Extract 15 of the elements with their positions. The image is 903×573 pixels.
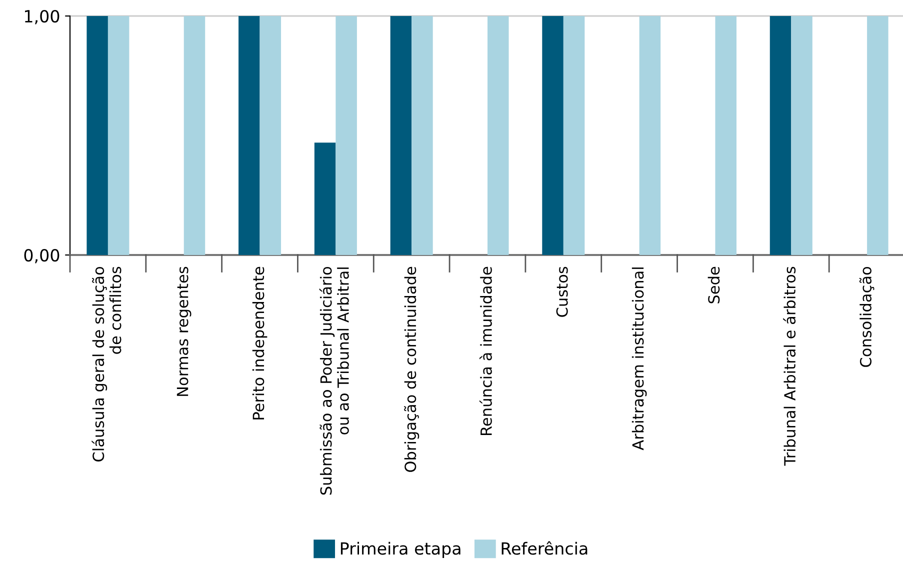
x-tick-label: Sede (708, 266, 720, 304)
x-tick-label: Tribunal Arbitral e árbitros (783, 266, 796, 466)
y-tick-label: 0,00 (24, 248, 60, 264)
x-tick-label: Renúncia à imunidade (479, 266, 492, 435)
x-tick-label: Normas regentes (176, 266, 192, 396)
x-tick-label: Obrigação de continuidade (404, 266, 420, 472)
legend-label: Primeira etapa (340, 542, 460, 558)
x-tick-label: Arbitragem institucional (632, 268, 647, 450)
legend-label: Referência (502, 541, 588, 555)
x-tick-label: Submissão ao Poder Judiciário ou ao Tribunal Arbitral (319, 266, 349, 495)
y-tick-label: 1,00 (25, 10, 60, 24)
x-tick-label: Cláusula geral de solução de conflitos (92, 266, 122, 462)
x-tick-label: Perito independente (252, 266, 268, 420)
x-tick-label: Consolidação (859, 266, 874, 367)
x-tick-label: Custos (556, 266, 568, 317)
